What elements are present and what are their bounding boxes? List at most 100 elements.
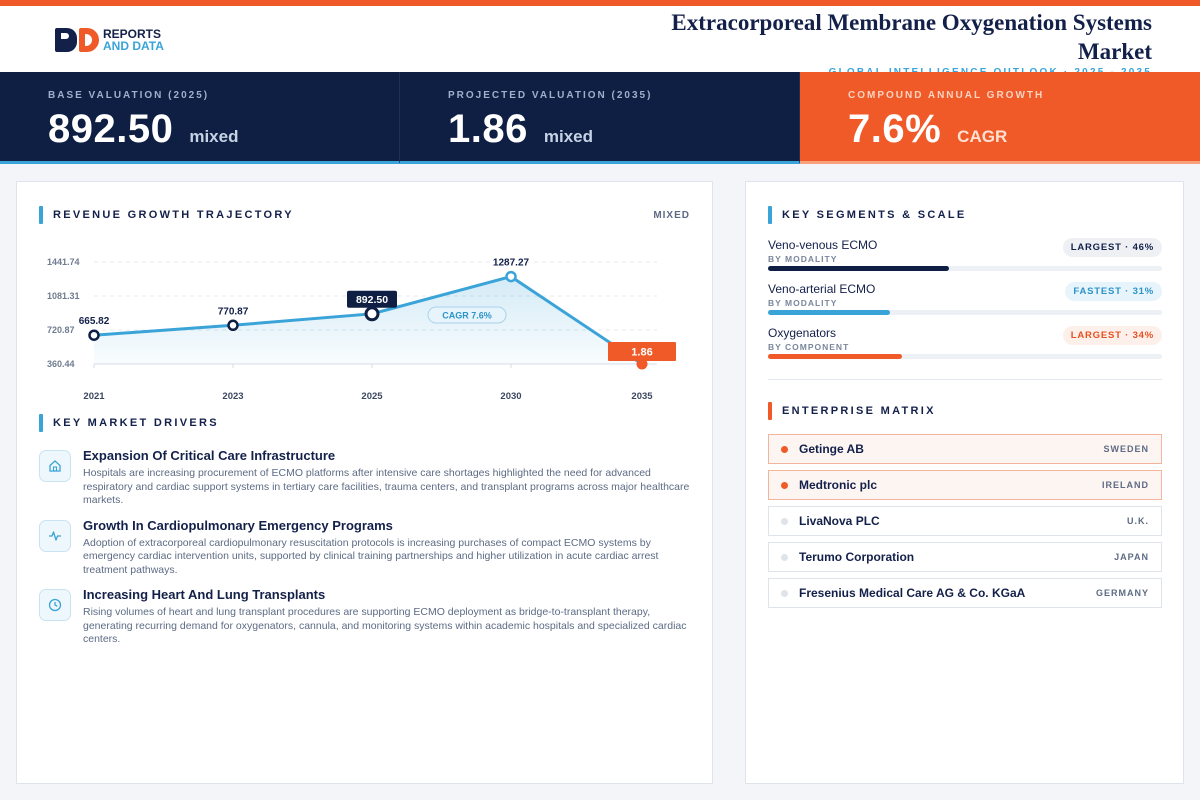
data-label: 892.50 xyxy=(356,294,388,306)
section-bar xyxy=(39,414,43,432)
revenue-line-chart: 1441.74 1081.31 720.87 360.44 2021 2023 2025 20… xyxy=(47,257,676,402)
driver-title: Growth In Cardiopulmonary Emergency Prog… xyxy=(83,517,393,533)
segment-item: Oxygenators BY COMPONENT LARGEST · 34% xyxy=(768,326,1162,370)
kpi-cagr: COMPOUND ANNUAL GROWTH 7.6% CAGR xyxy=(800,72,1200,164)
y-tick-label: 1081.31 xyxy=(47,291,80,301)
company-row[interactable]: Getinge AB SWEDEN xyxy=(768,434,1162,464)
status-dot-icon xyxy=(781,445,788,453)
kpi-unit: CAGR xyxy=(957,127,1008,146)
kpi-unit: mixed xyxy=(189,127,239,146)
kpi-base-valuation: BASE VALUATION (2025) 892.50 mixed xyxy=(0,72,400,164)
segment-share-track xyxy=(768,354,1162,359)
status-dot-icon xyxy=(781,481,788,489)
company-country: JAPAN xyxy=(1114,552,1149,562)
logo-mark-icon xyxy=(55,28,99,52)
series-area xyxy=(94,276,642,364)
company-country: IRELAND xyxy=(1102,480,1149,490)
segments-section-title: KEY SEGMENTS & SCALE xyxy=(768,206,967,224)
section-bar xyxy=(768,402,772,420)
kpi-projected-valuation: PROJECTED VALUATION (2035) 1.86 mixed xyxy=(400,72,800,164)
driver-title: Increasing Heart And Lung Transplants xyxy=(83,587,326,602)
brand-line1: REPORTS xyxy=(103,27,162,41)
pulse-icon xyxy=(39,519,71,552)
company-name: Getinge AB xyxy=(799,442,864,456)
segment-share-fill xyxy=(768,354,902,359)
page-header: REPORTS AND DATA Extracorporeal Membrane… xyxy=(0,6,1200,78)
segment-item: Veno-venous ECMO BY MODALITY LARGEST · 4… xyxy=(768,238,1162,282)
company-country: SWEDEN xyxy=(1103,444,1149,454)
data-point xyxy=(505,270,517,283)
segment-name: Oxygenators xyxy=(768,326,837,340)
top-accent-strip xyxy=(0,0,1200,6)
status-dot-icon xyxy=(781,553,788,561)
kpi-label: COMPOUND ANNUAL GROWTH xyxy=(848,90,1045,101)
driver-item: Increasing Heart And Lung Transplants Ri… xyxy=(39,587,699,647)
driver-description: Rising volumes of heart and lung transpl… xyxy=(83,606,687,645)
kpi-label: PROJECTED VALUATION (2035) xyxy=(448,90,653,101)
data-label: 1287.27 xyxy=(493,258,530,269)
x-tick-label: 2030 xyxy=(500,391,521,402)
driver-item: Growth In Cardiopulmonary Emergency Prog… xyxy=(39,518,699,578)
company-name: Terumo Corporation xyxy=(799,550,915,564)
company-country: GERMANY xyxy=(1095,588,1149,598)
x-tick-label: 2021 xyxy=(83,391,105,402)
x-tick-label: 2025 xyxy=(361,391,383,402)
drivers-list: Expansion Of Critical Care Infrastructur… xyxy=(39,448,699,657)
status-dot-icon xyxy=(781,517,788,525)
section-bar xyxy=(768,206,772,224)
data-label: 770.87 xyxy=(218,306,249,317)
driver-description: Hospitals are increasing procurement of … xyxy=(83,467,690,506)
data-point-highlight xyxy=(364,306,380,322)
segment-name: Veno-venous ECMO xyxy=(768,238,878,252)
segment-share-track xyxy=(768,310,1162,315)
left-panel: REVENUE GROWTH TRAJECTORY MIXED 1441.74 1… xyxy=(16,181,713,784)
status-dot-icon xyxy=(781,589,788,597)
company-row[interactable]: LivaNova PLC U.K. xyxy=(768,506,1162,536)
company-name: Medtronic plc xyxy=(799,478,878,492)
kpi-label: BASE VALUATION (2025) xyxy=(48,90,210,101)
segment-item: Veno-arterial ECMO BY MODALITY FASTEST ·… xyxy=(768,282,1162,326)
building-icon xyxy=(39,450,71,482)
drivers-section-title: KEY MARKET DRIVERS xyxy=(39,414,219,432)
driver-title: Expansion Of Critical Care Infrastructur… xyxy=(83,448,336,463)
segment-badge: LARGEST · 34% xyxy=(1062,326,1162,345)
company-row[interactable]: Fresenius Medical Care AG & Co. KGaA GER… xyxy=(768,578,1162,608)
data-label: 665.82 xyxy=(79,316,110,327)
clock-icon xyxy=(39,589,71,621)
company-country: U.K. xyxy=(1127,516,1149,526)
kpi-value: 7.6% xyxy=(848,107,942,151)
segment-category: BY COMPONENT xyxy=(768,342,850,352)
cagr-pill xyxy=(427,306,507,324)
brand-logo[interactable]: REPORTS AND DATA xyxy=(55,28,164,52)
segments-list: Veno-venous ECMO BY MODALITY LARGEST · 4… xyxy=(768,238,1162,370)
segment-share-fill xyxy=(768,266,950,271)
company-row[interactable]: Terumo Corporation JAPAN xyxy=(768,542,1162,572)
company-name: Fresenius Medical Care AG & Co. KGaA xyxy=(799,586,1026,600)
y-tick-label: 1441.74 xyxy=(47,257,80,267)
kpi-unit: mixed xyxy=(543,127,593,146)
section-bar xyxy=(39,206,43,224)
company-row[interactable]: Medtronic plc IRELAND xyxy=(768,470,1162,500)
driver-description: Adoption of extracorporeal cardiopulmona… xyxy=(83,536,659,576)
data-label-box xyxy=(608,342,676,361)
enterprise-section-title: ENTERPRISE MATRIX xyxy=(768,402,936,420)
segment-share-fill xyxy=(768,310,891,315)
data-label-box xyxy=(347,290,397,308)
y-tick-label: 720.87 xyxy=(47,325,75,335)
segment-badge: FASTEST · 31% xyxy=(1065,282,1162,301)
driver-item: Expansion Of Critical Care Infrastructur… xyxy=(39,448,699,508)
segment-share-track xyxy=(768,266,1162,271)
segment-badge: LARGEST · 46% xyxy=(1062,238,1162,257)
page-title: Extracorporeal Membrane Oxygenation Syst… xyxy=(671,10,1152,64)
x-tick-label: 2023 xyxy=(222,391,243,402)
section-divider xyxy=(768,379,1162,380)
company-list: Getinge AB SWEDEN Medtronic plc IRELAND … xyxy=(768,434,1162,614)
segment-name: Veno-arterial ECMO xyxy=(768,282,876,296)
data-point xyxy=(227,319,239,332)
kpi-row: BASE VALUATION (2025) 892.50 mixed PROJE… xyxy=(0,72,1200,164)
segment-category: BY MODALITY xyxy=(768,298,838,308)
data-label: 1.86 xyxy=(631,347,652,359)
x-tick-label: 2035 xyxy=(631,391,653,402)
chart-unit-label: MIXED xyxy=(653,210,690,221)
right-panel: KEY SEGMENTS & SCALE Veno-venous ECMO BY… xyxy=(745,181,1184,784)
